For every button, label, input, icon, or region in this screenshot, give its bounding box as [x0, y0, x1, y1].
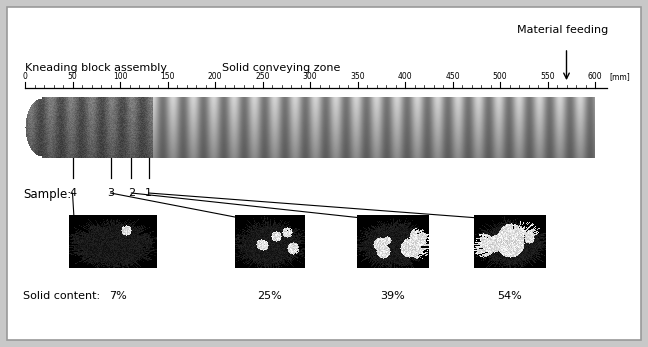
- Text: 250: 250: [255, 72, 270, 81]
- Text: 150: 150: [160, 72, 175, 81]
- Text: 350: 350: [350, 72, 365, 81]
- Text: 4: 4: [69, 188, 76, 198]
- Text: 50: 50: [67, 72, 77, 81]
- Text: 25%: 25%: [258, 291, 283, 301]
- Text: 600: 600: [588, 72, 602, 81]
- Text: Solid content:: Solid content:: [23, 291, 100, 301]
- Text: 100: 100: [113, 72, 127, 81]
- Text: 1: 1: [145, 188, 152, 198]
- Text: Solid conveying zone: Solid conveying zone: [222, 63, 341, 73]
- Text: 2: 2: [128, 188, 135, 198]
- Text: 39%: 39%: [380, 291, 406, 301]
- Text: Sample:: Sample:: [23, 188, 71, 201]
- Text: 450: 450: [445, 72, 460, 81]
- Text: 500: 500: [492, 72, 507, 81]
- Text: Material feeding: Material feeding: [517, 25, 608, 35]
- Text: 550: 550: [540, 72, 555, 81]
- Text: 7%: 7%: [109, 291, 127, 301]
- Text: 300: 300: [303, 72, 318, 81]
- Text: 3: 3: [107, 188, 114, 198]
- Text: 200: 200: [208, 72, 222, 81]
- Text: [mm]: [mm]: [609, 72, 630, 81]
- Text: Kneading block assembly: Kneading block assembly: [25, 63, 167, 73]
- Text: 0: 0: [23, 72, 27, 81]
- Text: 54%: 54%: [498, 291, 522, 301]
- Text: 400: 400: [398, 72, 412, 81]
